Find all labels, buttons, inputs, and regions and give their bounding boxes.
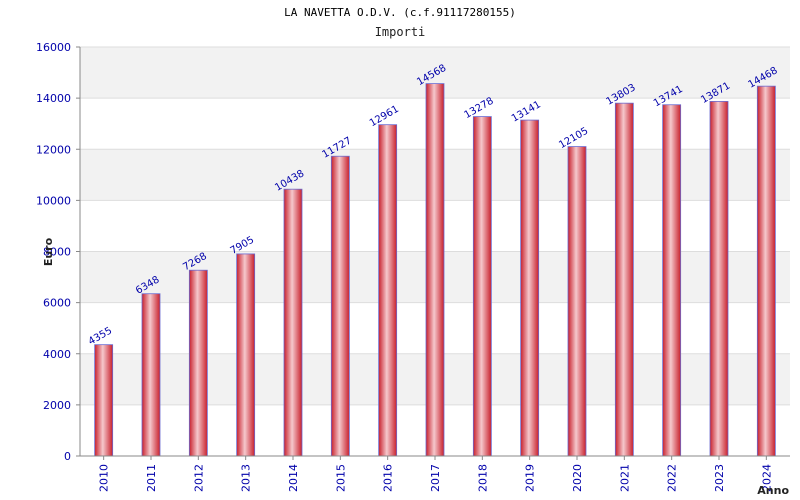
x-tick-label-2012: 2012 (192, 464, 205, 492)
bar-2010 (94, 344, 114, 457)
bar-2023 (709, 101, 729, 457)
y-tick-label: 4000 (43, 348, 71, 361)
bar-2015 (330, 155, 350, 457)
x-tick-label-2015: 2015 (334, 464, 347, 492)
x-axis-ticks: 2010 2011 2012 2013 2014 2015 2016 2017 2018 2019… (98, 456, 773, 492)
bar-2021 (614, 102, 634, 457)
axes (79, 47, 790, 457)
bar-2019 (520, 119, 540, 457)
y-tick-label: 0 (64, 450, 71, 463)
x-tick-label-2010: 2010 (98, 464, 111, 492)
y-tick-label: 16000 (36, 41, 71, 54)
bar-2012 (188, 269, 208, 457)
y-tick-label: 2000 (43, 399, 71, 412)
y-tick-label: 8000 (43, 246, 71, 259)
bars (94, 83, 776, 457)
y-tick-label: 12000 (36, 143, 71, 156)
x-tick-label-2018: 2018 (476, 464, 489, 492)
bar-2014 (283, 188, 303, 457)
bar-2018 (472, 116, 492, 457)
x-tick-label-2021: 2021 (618, 464, 631, 492)
bar-2024 (756, 85, 776, 457)
x-tick-label-2016: 2016 (382, 464, 395, 492)
x-axis-title: Anno (757, 484, 789, 497)
chart-title: LA NAVETTA O.D.V. (c.f.91117280155) (284, 6, 516, 19)
x-tick-label-2024: 2024 (760, 464, 773, 492)
y-axis-title: Euro (42, 237, 55, 266)
y-tick-label: 10000 (36, 194, 71, 207)
x-tick-label-2013: 2013 (240, 464, 253, 492)
x-tick-label-2014: 2014 (287, 464, 300, 492)
bar-2013 (236, 253, 256, 457)
x-tick-label-2019: 2019 (524, 464, 537, 492)
x-tick-label-2020: 2020 (571, 464, 584, 492)
x-tick-label-2011: 2011 (145, 464, 158, 492)
bar-2017 (425, 83, 445, 457)
y-tick-label: 6000 (43, 297, 71, 310)
bar-2020 (567, 146, 587, 457)
bar-2011 (141, 293, 161, 457)
y-axis-ticks: 0 2000 4000 6000 8000 10000 12000 14000 16000 (36, 41, 80, 463)
y-tick-label: 14000 (36, 92, 71, 105)
bar-2022 (662, 104, 682, 457)
bar-2016 (378, 124, 398, 457)
x-tick-label-2022: 2022 (666, 464, 679, 492)
x-tick-label-2017: 2017 (429, 464, 442, 492)
x-tick-label-2023: 2023 (713, 464, 726, 492)
chart-subtitle: Importi (374, 25, 426, 39)
